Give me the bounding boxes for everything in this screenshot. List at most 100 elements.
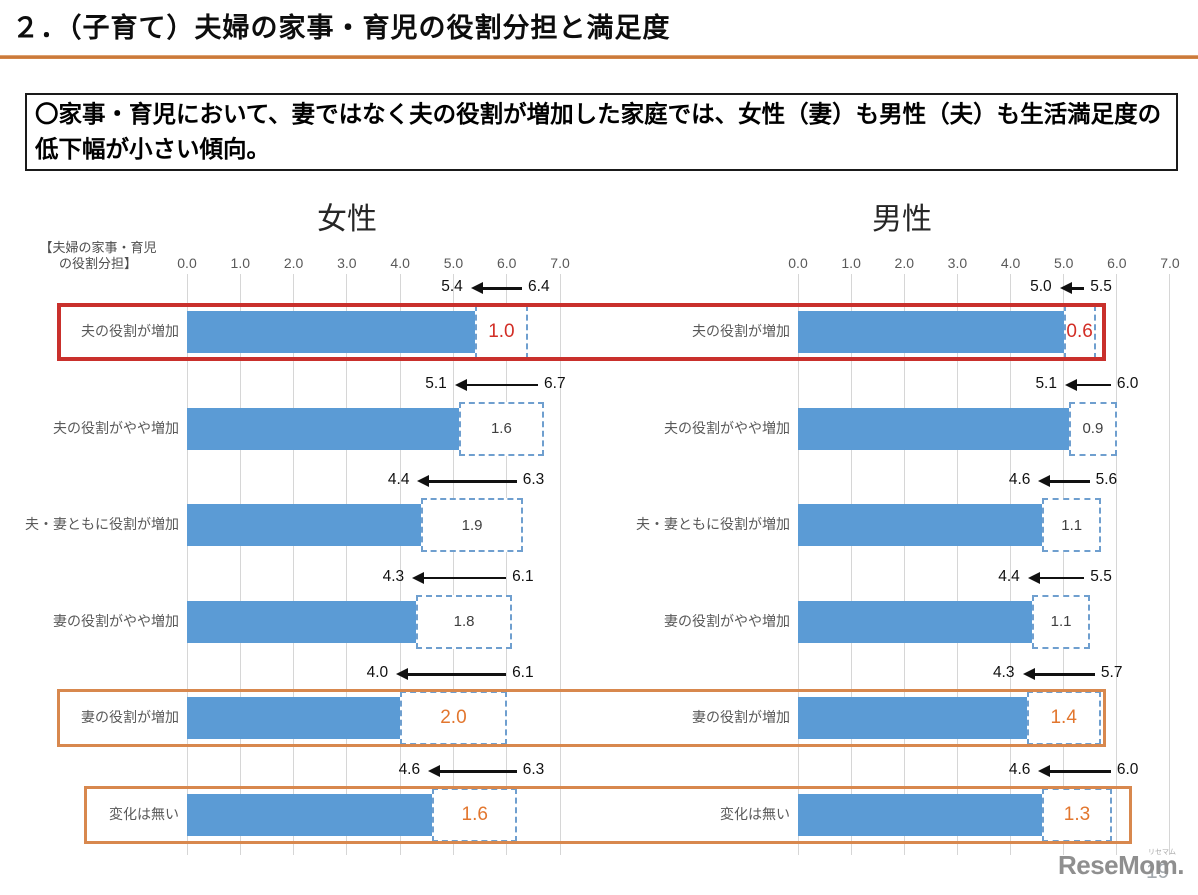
gridline — [956, 274, 958, 855]
annotation-before-value: 6.1 — [512, 664, 534, 682]
arrow-line — [1032, 673, 1095, 676]
satisfaction-bar — [187, 697, 401, 740]
annotation-before-value: 5.6 — [1095, 471, 1118, 489]
resemom-logo: ReseMom. — [1057, 850, 1185, 880]
arrow-left-icon — [470, 282, 483, 294]
axis-tick-label: 4.0 — [390, 255, 410, 271]
arrow-left-icon — [428, 765, 441, 777]
logo-ruby: リセマム — [1148, 849, 1176, 856]
annotation-before-value: 6.0 — [1116, 761, 1139, 778]
category-label: 夫・妻ともに役割が増加 — [25, 516, 179, 533]
drop-value: 1.9 — [461, 516, 483, 534]
arrow-left-icon — [1059, 282, 1072, 294]
arrow-left-icon — [1022, 668, 1035, 681]
annotation-before-value: 6.3 — [522, 761, 545, 778]
drop-value: 1.3 — [1063, 804, 1091, 825]
annotation-after-value: 5.4 — [441, 278, 463, 295]
axis-tick-label: 2.0 — [894, 255, 914, 271]
axis-tick-label: 5.0 — [1053, 255, 1074, 271]
drop-value: 1.1 — [1061, 516, 1083, 534]
highlight-frame-red — [57, 303, 1106, 361]
category-label: 夫の役割がやや増加 — [664, 419, 790, 436]
arrow-line — [1037, 576, 1085, 580]
gridline — [1010, 274, 1012, 855]
axis-tick-label: 1.0 — [230, 255, 251, 271]
axis-tick-label: 4.0 — [1000, 255, 1021, 271]
axis-tick-label: 0.0 — [788, 255, 808, 271]
satisfaction-bar — [187, 504, 422, 547]
arrow-left-icon — [1038, 765, 1051, 777]
axis-tick-label: 5.0 — [443, 255, 464, 271]
axis-tick-label: 3.0 — [337, 255, 357, 271]
annotation-before-value: 6.7 — [544, 374, 566, 392]
annotation-before-value: 6.0 — [1116, 374, 1139, 392]
annotation-before-value: 5.5 — [1090, 567, 1112, 585]
satisfaction-bar — [798, 504, 1043, 547]
category-label: 夫の役割がやや増加 — [53, 419, 179, 436]
annotation-after-value: 4.3 — [382, 567, 405, 585]
drop-value: 1.4 — [1050, 707, 1077, 729]
drop-value: 1.6 — [461, 804, 488, 825]
drop-value: 1.8 — [453, 613, 475, 631]
drop-value: 1.0 — [488, 321, 515, 342]
drop-box: 0.6 — [1063, 305, 1096, 359]
arrow-left-icon — [454, 378, 467, 391]
arrow-line — [1069, 287, 1085, 290]
arrow-line — [1048, 770, 1111, 773]
satisfaction-bar — [798, 600, 1032, 643]
annotation-after-value: 5.0 — [1030, 278, 1052, 295]
highlight-frame-orange — [84, 786, 1132, 844]
arrow-line — [1075, 383, 1111, 387]
drop-value: 0.9 — [1082, 420, 1104, 438]
axis-tick-label: 1.0 — [841, 255, 861, 271]
drop-box: 1.1 — [1042, 498, 1101, 553]
gridline — [1116, 274, 1118, 855]
annotation-before-value: 5.7 — [1100, 664, 1123, 682]
category-label: 妻の役割が増加 — [81, 709, 179, 726]
page-number: 19 — [1146, 860, 1170, 883]
axis-tick-label: 3.0 — [947, 255, 968, 271]
category-label: 変化は無い — [109, 806, 179, 822]
arrow-left-icon — [396, 668, 409, 681]
drop-box: 1.6 — [458, 401, 545, 456]
gridline — [399, 274, 401, 855]
highlight-frame-orange — [57, 689, 1106, 748]
slide-title: ２．（子育て）夫婦の家事・育児の役割分担と満足度 — [12, 13, 671, 43]
annotation-after-value: 4.4 — [387, 471, 410, 489]
gridline — [293, 274, 295, 855]
arrow-left-icon — [1038, 475, 1051, 488]
satisfaction-bar — [187, 600, 417, 643]
annotation-before-value: 6.3 — [522, 471, 545, 489]
gridline — [186, 274, 188, 855]
gridline — [506, 274, 508, 855]
annotation-after-value: 4.6 — [1008, 471, 1031, 489]
category-label: 変化は無い — [720, 806, 790, 822]
drop-box: 1.3 — [1042, 788, 1112, 842]
annotation-after-value: 4.3 — [992, 664, 1015, 682]
annotation-before-value: 5.5 — [1090, 278, 1112, 295]
annotation-before-value: 6.4 — [528, 278, 550, 295]
arrow-line — [480, 287, 523, 290]
gridline — [559, 274, 561, 855]
annotation-after-value: 4.4 — [998, 567, 1020, 585]
title-divider — [0, 55, 1198, 59]
gridline — [1169, 274, 1171, 855]
axis-note-line1: 【夫婦の家事・育児 — [39, 240, 157, 255]
summary-text: 〇家事・育児において、妻ではなく夫の役割が増加した家庭では、女性（妻）も男性（夫… — [35, 101, 1162, 162]
category-label: 夫の役割が増加 — [81, 323, 179, 339]
drop-value: 1.6 — [490, 420, 512, 438]
arrow-line — [422, 576, 507, 580]
arrow-line — [1048, 480, 1090, 483]
gridline — [903, 274, 905, 855]
axis-tick-label: 2.0 — [283, 255, 304, 271]
arrow-left-icon — [1065, 378, 1077, 391]
arrow-left-icon — [417, 475, 430, 488]
annotation-after-value: 4.0 — [366, 664, 389, 682]
gridline — [1063, 274, 1065, 855]
axis-tick-label: 6.0 — [497, 255, 517, 271]
satisfaction-bar — [798, 311, 1064, 353]
arrow-left-icon — [412, 571, 425, 584]
arrow-line — [464, 383, 539, 387]
category-label: 妻の役割が増加 — [692, 709, 790, 726]
